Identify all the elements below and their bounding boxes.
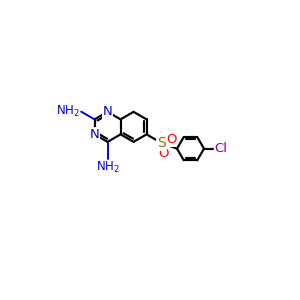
Text: N: N: [103, 105, 112, 118]
Text: Cl: Cl: [214, 142, 227, 155]
Text: O: O: [158, 147, 169, 160]
Text: S: S: [157, 136, 166, 150]
Text: N: N: [90, 128, 99, 141]
Text: O: O: [166, 133, 177, 146]
Text: NH$_2$: NH$_2$: [56, 104, 80, 119]
Text: NH$_2$: NH$_2$: [96, 160, 119, 175]
